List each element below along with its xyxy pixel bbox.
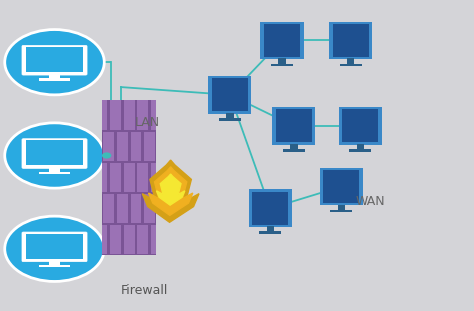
Bar xyxy=(151,163,156,192)
Bar xyxy=(137,225,148,254)
FancyBboxPatch shape xyxy=(27,47,82,72)
Polygon shape xyxy=(142,160,199,222)
Bar xyxy=(103,194,114,223)
FancyBboxPatch shape xyxy=(22,232,87,262)
Bar xyxy=(124,163,135,192)
FancyBboxPatch shape xyxy=(261,21,303,59)
Bar xyxy=(102,100,156,255)
Bar xyxy=(144,132,155,161)
Bar xyxy=(49,261,60,265)
Bar xyxy=(110,100,121,130)
Bar xyxy=(102,163,107,192)
FancyBboxPatch shape xyxy=(252,192,288,225)
Bar xyxy=(151,225,156,254)
FancyBboxPatch shape xyxy=(248,189,292,227)
FancyBboxPatch shape xyxy=(209,76,251,114)
Bar xyxy=(340,63,362,66)
Bar xyxy=(259,231,281,234)
Bar xyxy=(102,225,107,254)
Circle shape xyxy=(5,30,104,95)
FancyBboxPatch shape xyxy=(22,45,87,75)
Circle shape xyxy=(5,123,104,188)
Bar xyxy=(110,225,121,254)
FancyBboxPatch shape xyxy=(27,234,82,259)
Bar xyxy=(131,132,141,161)
FancyBboxPatch shape xyxy=(333,24,369,57)
Bar xyxy=(39,172,70,174)
Bar xyxy=(137,163,148,192)
Polygon shape xyxy=(148,167,193,215)
FancyBboxPatch shape xyxy=(27,141,82,165)
Bar xyxy=(102,100,107,130)
Bar xyxy=(131,194,141,223)
Bar xyxy=(347,58,355,63)
Bar xyxy=(124,100,135,130)
Bar xyxy=(349,149,371,151)
FancyBboxPatch shape xyxy=(212,78,248,111)
Bar xyxy=(117,132,128,161)
Circle shape xyxy=(5,216,104,281)
Bar xyxy=(271,63,293,66)
Bar xyxy=(49,167,60,172)
Bar xyxy=(117,194,128,223)
Bar xyxy=(144,194,155,223)
Bar xyxy=(337,205,345,210)
FancyBboxPatch shape xyxy=(338,107,382,145)
FancyBboxPatch shape xyxy=(272,107,316,145)
Bar xyxy=(226,113,234,118)
FancyBboxPatch shape xyxy=(276,109,312,142)
Bar xyxy=(356,144,364,149)
FancyBboxPatch shape xyxy=(329,21,373,59)
FancyBboxPatch shape xyxy=(22,139,87,168)
FancyBboxPatch shape xyxy=(342,109,378,142)
Bar xyxy=(278,58,286,63)
Bar xyxy=(283,149,305,151)
Bar xyxy=(110,163,121,192)
Polygon shape xyxy=(156,174,185,205)
Bar xyxy=(151,100,156,130)
Bar xyxy=(103,132,114,161)
Bar xyxy=(39,265,70,267)
FancyBboxPatch shape xyxy=(264,24,300,57)
Bar xyxy=(330,210,352,212)
Bar xyxy=(39,78,70,81)
FancyBboxPatch shape xyxy=(323,170,359,203)
Bar xyxy=(290,144,298,149)
FancyBboxPatch shape xyxy=(319,168,363,206)
Bar xyxy=(124,225,135,254)
Circle shape xyxy=(102,152,111,159)
Bar xyxy=(49,74,60,78)
Bar xyxy=(219,118,241,120)
Bar xyxy=(137,100,148,130)
Text: LAN: LAN xyxy=(135,116,160,129)
Text: WAN: WAN xyxy=(356,195,385,208)
Bar xyxy=(266,226,274,231)
Text: Firewall: Firewall xyxy=(121,284,168,297)
